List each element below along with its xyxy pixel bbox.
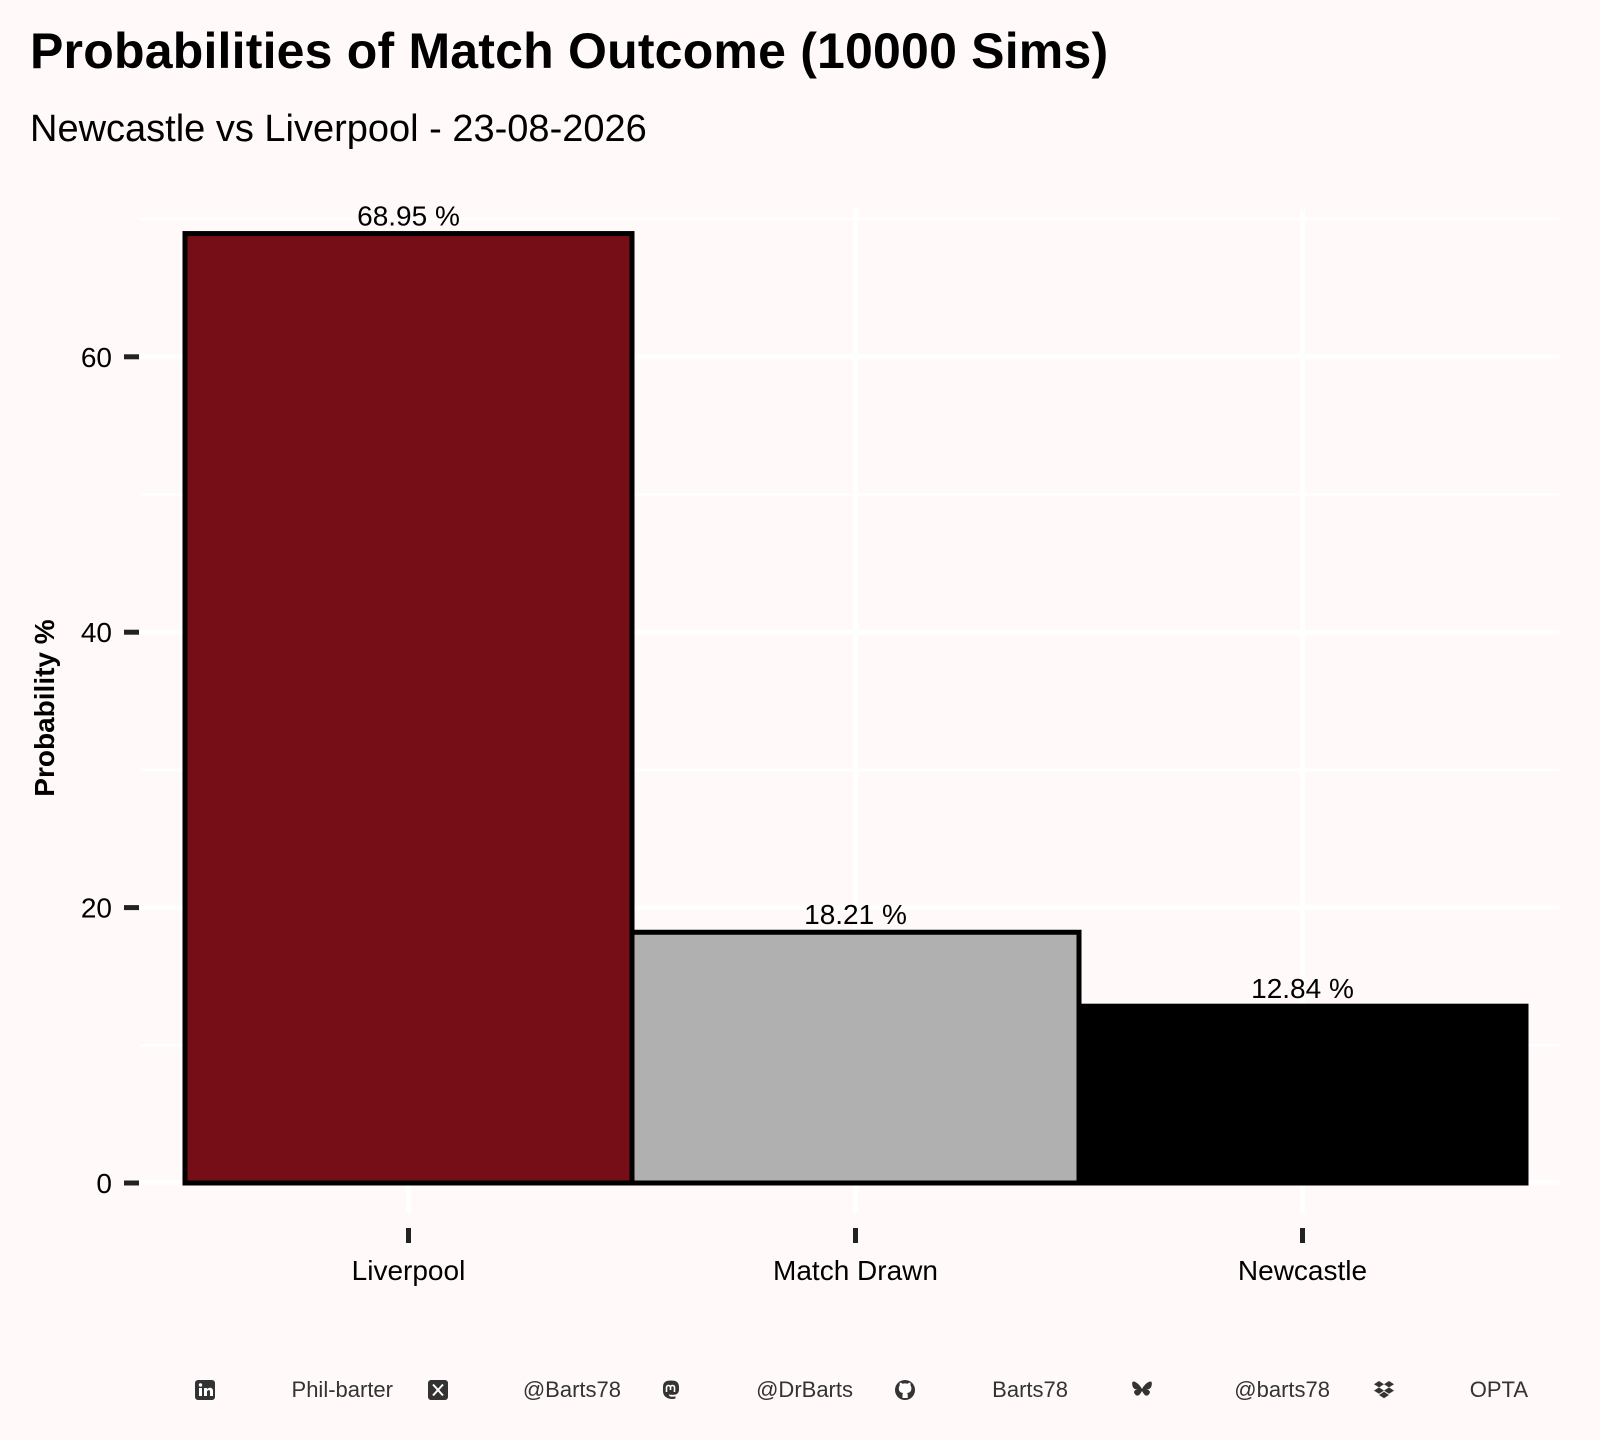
footer-credits: Phil-barter @Barts78 @DrBarts Barts78 @barts… [0,1370,1600,1410]
data-label: 12.84 % [1251,973,1354,1004]
footer-credit-text: Barts78 [992,1377,1068,1402]
bar-newcastle [1076,1003,1529,1186]
x-axis: Liverpool Match Drawn Newcastle [352,1228,1367,1286]
github-icon [893,1370,917,1410]
bars [182,231,1529,1186]
chart-title: Probabilities of Match Outcome (10000 Si… [30,23,1109,79]
footer-credit-text: @DrBarts [756,1377,853,1402]
footer-credit-text: Phil-barter [291,1377,393,1402]
x-twitter-icon [426,1370,450,1410]
dropbox-icon [1372,1370,1396,1410]
footer-credit-text: @barts78 [1234,1377,1330,1402]
footer-credit-text: @Barts78 [522,1377,621,1402]
bluesky-butterfly-icon [1130,1370,1154,1410]
x-tick-label: Liverpool [352,1255,466,1286]
bar-chart: 68.95 % 18.21 % 12.84 % 0 20 40 60 Liverpool M… [29,200,1529,1286]
footer-credit-text: OPTA [1469,1377,1528,1402]
data-label: 68.95 % [357,201,460,232]
bar-liverpool [182,231,635,1186]
y-tick-label: 60 [81,342,112,373]
y-tick-label: 40 [81,617,112,648]
x-tick-label: Match Drawn [773,1255,938,1286]
data-label: 18.21 % [804,899,907,930]
y-tick-label: 20 [81,893,112,924]
data-labels: 68.95 % 18.21 % 12.84 % [357,201,1354,1005]
mastodon-icon [659,1370,683,1410]
y-tick-label: 0 [96,1168,112,1199]
chart-subtitle: Newcastle vs Liverpool - 23-08-2026 [30,108,647,150]
y-axis: 0 20 40 60 [81,342,139,1199]
bar-match-drawn [629,929,1082,1186]
x-tick-label: Newcastle [1238,1255,1367,1286]
y-axis-title: Probability % [29,619,60,796]
linkedin-icon [193,1370,217,1410]
